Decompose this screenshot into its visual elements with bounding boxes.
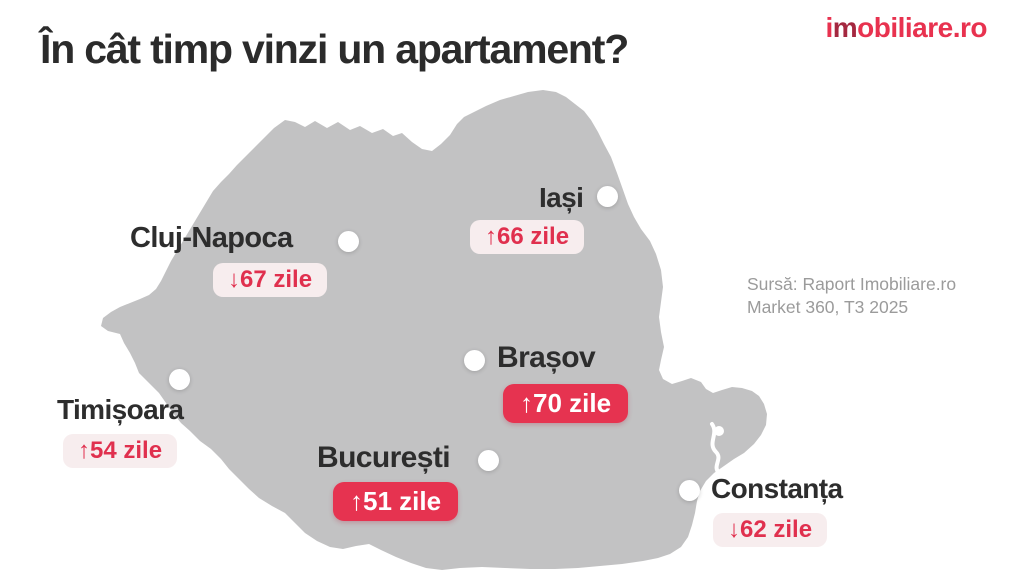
- city-badge-bucuresti: ↑51 zile: [333, 482, 459, 521]
- city-label-brasov: Brașov: [497, 341, 596, 374]
- logo-part-i: i: [825, 12, 833, 43]
- danube-river: [710, 422, 721, 475]
- city-badge-brasov: ↑70 zile: [503, 384, 629, 423]
- city-dot-brasov: [464, 350, 485, 371]
- city-badge-cluj-napoca: ↓67 zile: [213, 263, 328, 297]
- city-badge-iasi: ↑66 zile: [470, 220, 585, 254]
- city-dot-timisoara: [169, 369, 190, 390]
- city-label-bucuresti: București: [317, 441, 451, 474]
- source-line-1: Sursă: Raport Imobiliare.ro: [747, 274, 957, 294]
- logo-part-rest: obiliare.ro: [857, 12, 987, 43]
- imobiliare-logo: imobiliare.ro: [825, 12, 987, 44]
- logo-part-m: m: [832, 12, 858, 43]
- city-dot-bucuresti: [478, 450, 499, 471]
- city-label-constanta: Constanța: [711, 473, 843, 504]
- city-label-iasi: Iași: [539, 182, 584, 213]
- city-dot-cluj-napoca: [338, 231, 359, 252]
- source-line-2: Market 360, T3 2025: [747, 296, 909, 317]
- delta-lake: [714, 426, 724, 436]
- city-badge-timisoara: ↑54 zile: [63, 434, 178, 468]
- source-note: Sursă: Raport Imobiliare.ro Market 360, …: [747, 273, 956, 318]
- city-dot-constanta: [679, 480, 700, 501]
- city-badge-constanta: ↓62 zile: [713, 513, 828, 547]
- page-title: În cât timp vinzi un apartament?: [40, 26, 629, 72]
- city-label-cluj-napoca: Cluj-Napoca: [130, 222, 293, 254]
- city-label-timisoara: Timișoara: [57, 394, 184, 425]
- city-dot-iasi: [597, 186, 618, 207]
